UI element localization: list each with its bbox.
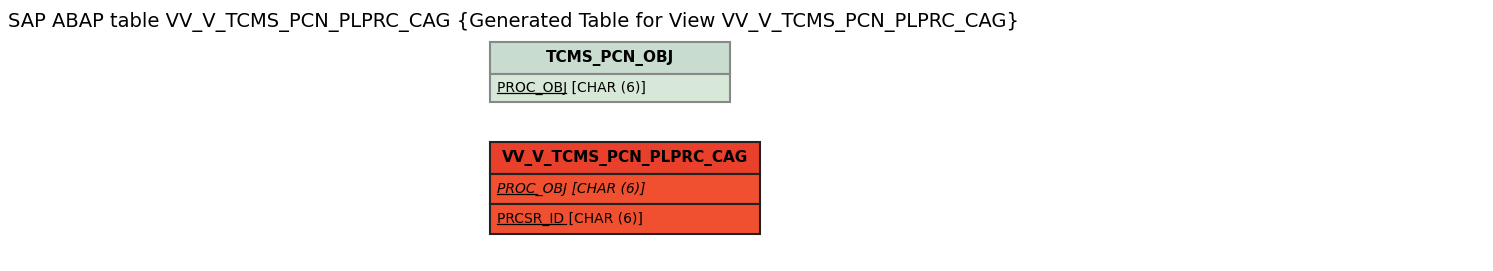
Bar <box>490 142 760 174</box>
Bar <box>490 174 760 204</box>
Text: SAP ABAP table VV_V_TCMS_PCN_PLPRC_CAG {Generated Table for View VV_V_TCMS_PCN_P: SAP ABAP table VV_V_TCMS_PCN_PLPRC_CAG {… <box>7 12 1020 32</box>
Text: PROC_OBJ [CHAR (6)]: PROC_OBJ [CHAR (6)] <box>497 81 646 95</box>
Bar <box>490 204 760 234</box>
Text: PROC_OBJ [CHAR (6)]: PROC_OBJ [CHAR (6)] <box>497 182 645 196</box>
Text: VV_V_TCMS_PCN_PLPRC_CAG: VV_V_TCMS_PCN_PLPRC_CAG <box>502 150 748 166</box>
Bar <box>490 42 730 74</box>
Bar <box>490 74 730 102</box>
Text: PRCSR_ID [CHAR (6)]: PRCSR_ID [CHAR (6)] <box>497 212 643 226</box>
Text: TCMS_PCN_OBJ: TCMS_PCN_OBJ <box>546 50 675 66</box>
